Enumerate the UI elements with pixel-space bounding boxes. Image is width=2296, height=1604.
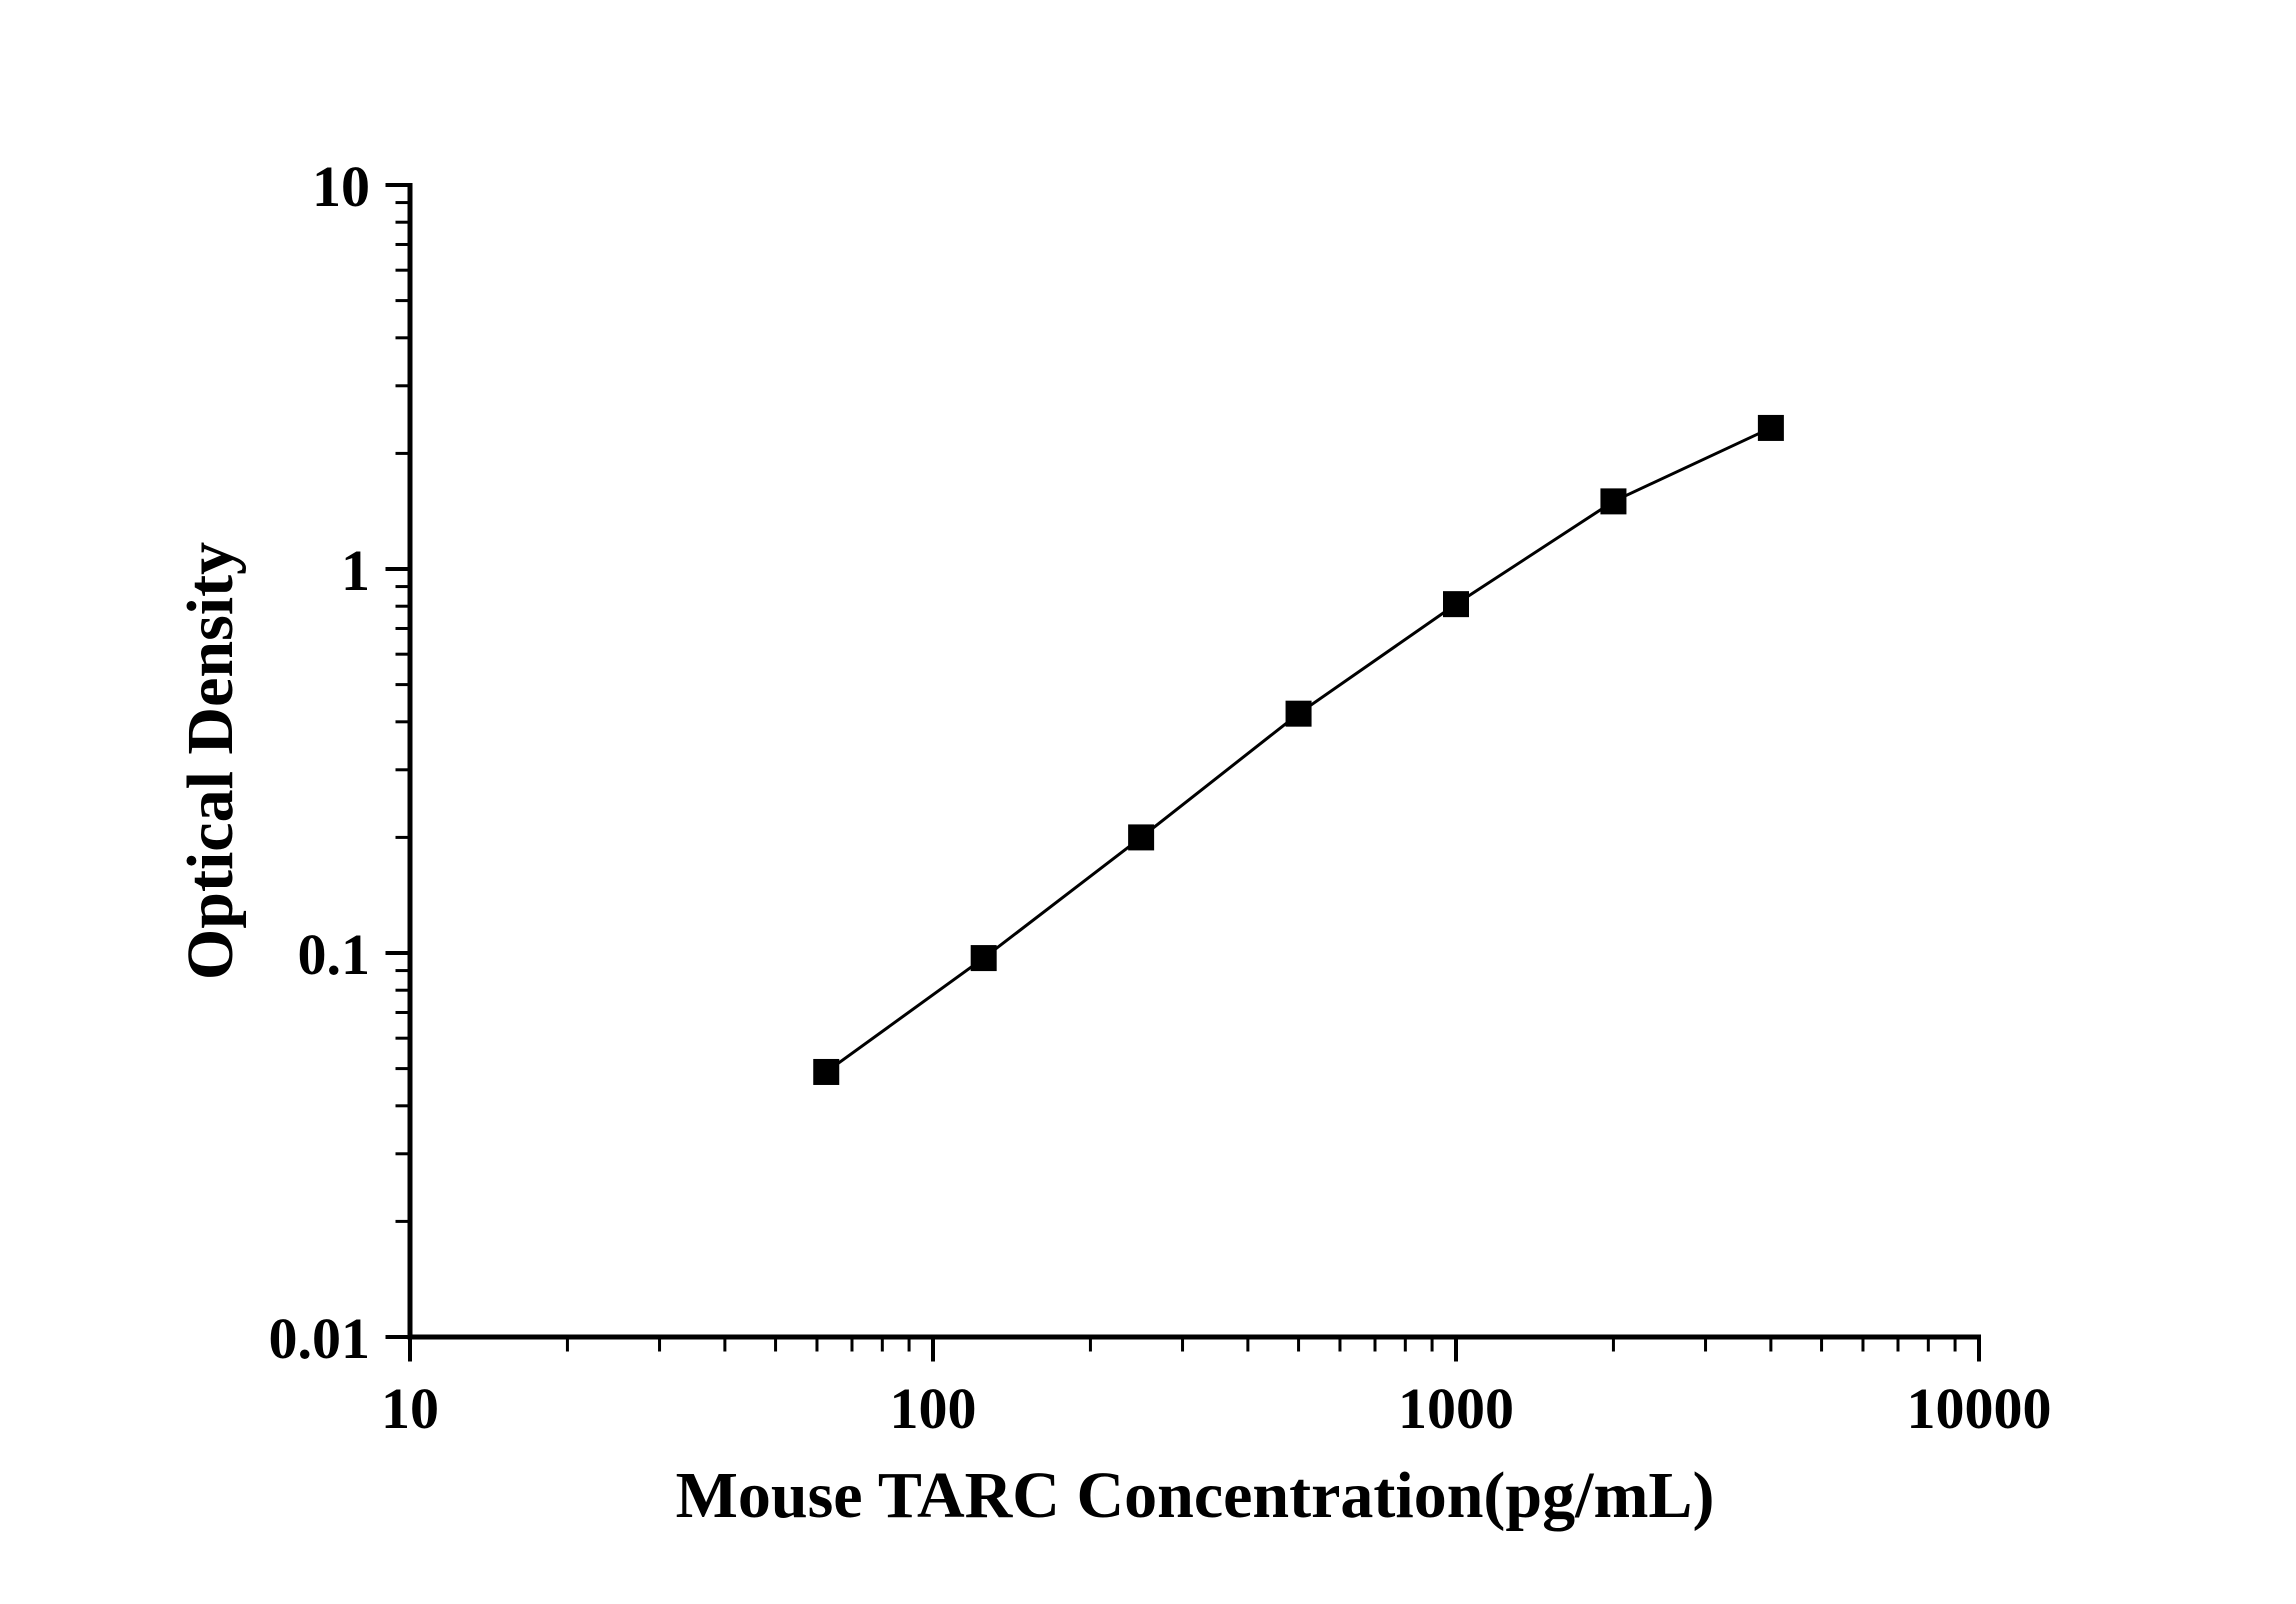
x-tick-label: 10 bbox=[381, 1376, 439, 1441]
series-line bbox=[825, 426, 1772, 1074]
series-layer bbox=[813, 414, 1784, 1085]
y-axis-title: Optical Density bbox=[174, 542, 247, 980]
data-point-marker bbox=[1443, 591, 1469, 618]
y-tick-label: 1 bbox=[341, 538, 370, 603]
y-tick-label: 10 bbox=[312, 154, 370, 219]
data-point-marker bbox=[970, 945, 997, 972]
data-point-marker bbox=[1757, 414, 1784, 441]
x-axis-title: Mouse TARC Concentration(pg/mL) bbox=[676, 1459, 1715, 1532]
data-point-marker bbox=[1600, 488, 1627, 515]
x-tick-label: 10000 bbox=[1907, 1376, 2052, 1441]
y-tick-label: 0.1 bbox=[298, 922, 371, 987]
x-tick-label: 100 bbox=[890, 1376, 977, 1441]
x-tick-label: 1000 bbox=[1398, 1376, 1514, 1441]
data-point-marker bbox=[1128, 824, 1155, 851]
data-point-marker bbox=[1285, 700, 1312, 727]
y-tick-label: 0.01 bbox=[269, 1306, 371, 1371]
axes-layer: 10 100 1000 10000 0.01 0.1 1 10 bbox=[269, 154, 2052, 1441]
data-point-marker bbox=[813, 1058, 840, 1085]
